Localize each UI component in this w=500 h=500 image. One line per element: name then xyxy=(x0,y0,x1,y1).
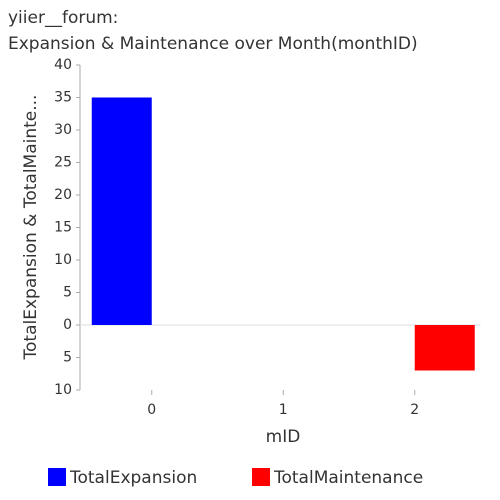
chart-title: yiier__forum: xyxy=(8,8,118,28)
y-tick-label: 15 xyxy=(54,220,72,236)
legend-label: TotalMaintenance xyxy=(273,468,423,488)
legend-swatch xyxy=(48,468,66,486)
x-axis-label: mID xyxy=(266,427,301,447)
x-tick-label: 2 xyxy=(410,402,419,418)
x-tick-label: 0 xyxy=(147,402,156,418)
y-tick-label: 25 xyxy=(54,155,72,171)
y-tick-label: 30 xyxy=(54,122,72,138)
y-tick-label: 0 xyxy=(63,317,72,333)
x-tick-label: 1 xyxy=(279,402,288,418)
y-tick-label: 10 xyxy=(54,252,72,268)
y-tick-label: 35 xyxy=(54,90,72,106)
chart-subtitle: Expansion & Maintenance over Month(month… xyxy=(8,34,418,54)
y-axis-label: TotalExpansion & TotalMainte... xyxy=(21,95,41,361)
y-tick-label: 5 xyxy=(63,350,72,366)
legend-swatch xyxy=(252,468,270,486)
y-tick-label: 20 xyxy=(54,187,72,203)
legend-label: TotalExpansion xyxy=(69,468,197,488)
y-tick-label: 40 xyxy=(54,57,72,73)
bar xyxy=(91,97,152,325)
bar xyxy=(414,325,475,371)
y-tick-label: 10 xyxy=(54,382,72,398)
y-tick-label: 5 xyxy=(63,285,72,301)
